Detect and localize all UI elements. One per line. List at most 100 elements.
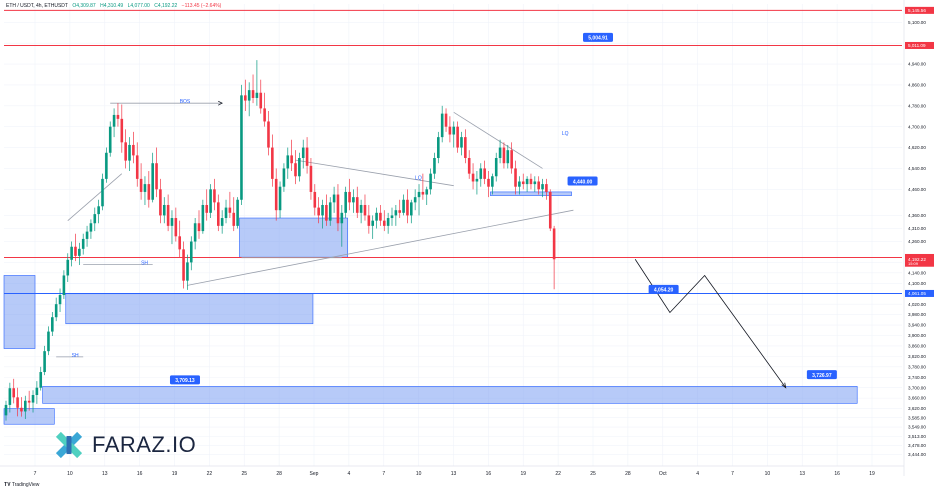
candle-body	[120, 118, 124, 143]
candle-body	[471, 173, 475, 182]
low-value: L4,077.00	[127, 3, 150, 9]
y-tick-label: 3,780.00	[908, 364, 926, 369]
x-tick-label: 7	[731, 471, 734, 477]
annotations-layer: BOS LQ LQ SH SH	[72, 99, 569, 359]
candle-body	[421, 191, 425, 195]
candle-body	[244, 95, 247, 101]
candle-body	[151, 163, 154, 200]
candle-body	[89, 223, 93, 232]
candle-body	[305, 147, 309, 166]
candle-body	[217, 202, 220, 226]
demand-zone	[42, 386, 858, 404]
price-callout	[806, 370, 837, 380]
tradingview-icon: 𝐓𝐕	[4, 482, 12, 488]
candle-body	[371, 220, 374, 226]
symbol-label[interactable]: ETH / USDT, 4h, ETHUSDT	[6, 3, 68, 9]
y-tick-label: 4,020.00	[908, 302, 926, 307]
y-tick-label: 3,860.00	[908, 344, 926, 349]
y-tick-label: 4,860.00	[908, 83, 926, 88]
candle-body	[355, 197, 359, 213]
candle-body	[178, 236, 181, 250]
y-axis[interactable]: 5,100.005,020.004,940.004,860.004,780.00…	[903, 0, 934, 476]
x-tick-label: 7	[34, 471, 37, 477]
pattern-label: LQ	[562, 131, 569, 137]
price-tag-label: 5,145.56	[908, 8, 926, 13]
callouts-layer: 5,004.91 4,440.00 4,054.20 3,709.13 3,726.97	[169, 32, 837, 385]
candle-body	[43, 351, 46, 373]
x-tick-label: 16	[834, 471, 840, 477]
candle-body	[301, 147, 305, 158]
price-tag-label: 4,192.22	[908, 257, 926, 262]
candle-body	[340, 212, 344, 224]
candle-body	[116, 114, 120, 119]
x-tick-label: Sep	[310, 471, 319, 477]
projection-layer	[634, 259, 787, 389]
candle-body	[58, 295, 62, 305]
candle-body	[232, 212, 236, 226]
chart-header: ETH / USDT, 4h, ETHUSDT O4,309.87 H4,310…	[6, 3, 224, 9]
x-tick-label: 13	[102, 471, 108, 477]
y-tick-label: 3,980.00	[908, 312, 926, 317]
candle-body	[101, 178, 104, 207]
candle-body	[47, 331, 50, 352]
candle-body	[386, 218, 390, 226]
candle-body	[78, 248, 81, 256]
candle-body	[162, 204, 166, 216]
x-tick-label: 10	[765, 471, 771, 477]
candle-body	[201, 204, 205, 232]
x-axis[interactable]: 7 10 13 16 19 22 25 28 Sep 4 7 10 13 16 19 22 25 28 Oct 4 7 1…	[0, 465, 904, 477]
candle-body	[240, 95, 243, 200]
candle-body	[525, 178, 529, 185]
candles-layer	[4, 60, 556, 421]
candle-body	[66, 259, 70, 276]
trendline	[187, 209, 574, 286]
candle-body	[410, 202, 413, 216]
candle-body	[193, 223, 197, 242]
y-tick-label: 3,549.00	[908, 425, 926, 430]
x-tick-label: 22	[207, 471, 213, 477]
candle-body	[209, 189, 212, 213]
y-tick-label: 3,585.00	[908, 415, 926, 420]
y-tick-label: 4,100.00	[908, 281, 926, 286]
candle-body	[139, 178, 143, 192]
demand-zone	[65, 293, 314, 325]
candle-body	[367, 215, 371, 226]
y-tick-label: 3,700.00	[908, 385, 926, 390]
candle-body	[189, 241, 193, 263]
candle-body	[332, 194, 336, 203]
x-tick-label: 25	[590, 471, 596, 477]
candle-body	[294, 163, 297, 177]
candle-body	[545, 184, 548, 192]
candle-body	[70, 246, 73, 260]
candle-body	[379, 212, 382, 221]
candle-body	[309, 165, 313, 192]
candle-body	[398, 210, 402, 213]
price-tag-label: 4,061.05	[908, 291, 926, 296]
price-callout-label: 4,440.00	[573, 179, 593, 185]
candle-body	[62, 275, 66, 296]
change-value: −113.45 (−2.64%)	[181, 3, 222, 9]
x-tick-label: 7	[382, 471, 385, 477]
candle-body	[510, 150, 513, 169]
candle-body	[475, 178, 479, 182]
x-tick-label: 4	[347, 471, 350, 477]
candle-body	[479, 168, 483, 179]
candle-body	[402, 199, 405, 213]
candle-body	[382, 220, 386, 226]
candle-body	[105, 152, 108, 179]
candle-body	[537, 181, 540, 190]
y-tick-label: 4,700.00	[908, 124, 926, 129]
demand-zone	[239, 217, 348, 258]
pattern-label: BOS	[180, 99, 191, 105]
candle-body	[108, 126, 112, 153]
candle-body	[452, 126, 456, 135]
open-value: O4,309.87	[72, 3, 96, 9]
candle-body	[483, 168, 486, 179]
candle-body	[197, 223, 201, 232]
y-tick-label: 3,740.00	[908, 375, 926, 380]
faraz-logo-icon	[55, 431, 83, 459]
candle-body	[112, 114, 116, 127]
candle-body	[267, 121, 270, 148]
arrow-head-icon	[218, 100, 223, 106]
